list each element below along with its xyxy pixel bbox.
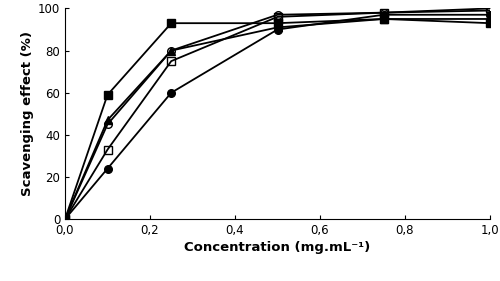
70 xyxy=(104,93,110,97)
112 xyxy=(104,148,110,151)
98 xyxy=(62,217,68,221)
70 xyxy=(62,217,68,221)
70 xyxy=(381,17,387,21)
126 xyxy=(487,9,493,12)
70 xyxy=(487,22,493,25)
112 xyxy=(62,217,68,221)
126 xyxy=(104,123,110,126)
112 xyxy=(381,11,387,14)
Line: 112: 112 xyxy=(61,4,494,223)
70 xyxy=(274,22,280,25)
84 xyxy=(62,217,68,221)
126 xyxy=(168,49,174,52)
X-axis label: Concentration (mg.mL⁻¹): Concentration (mg.mL⁻¹) xyxy=(184,241,370,254)
84 xyxy=(168,49,174,52)
Line: 98: 98 xyxy=(61,11,494,223)
98 xyxy=(381,13,387,16)
98 xyxy=(168,91,174,94)
70 xyxy=(168,22,174,25)
126 xyxy=(274,13,280,16)
84 xyxy=(487,17,493,21)
Line: 70: 70 xyxy=(61,15,494,223)
112 xyxy=(487,7,493,10)
84 xyxy=(381,17,387,21)
98 xyxy=(274,28,280,31)
84 xyxy=(274,26,280,29)
98 xyxy=(487,13,493,16)
Line: 84: 84 xyxy=(61,15,494,223)
98 xyxy=(104,167,110,170)
Y-axis label: Scavenging effect (%): Scavenging effect (%) xyxy=(20,31,34,196)
Line: 126: 126 xyxy=(61,7,494,223)
84 xyxy=(104,119,110,122)
126 xyxy=(381,11,387,14)
112 xyxy=(274,15,280,19)
112 xyxy=(168,60,174,63)
126 xyxy=(62,217,68,221)
